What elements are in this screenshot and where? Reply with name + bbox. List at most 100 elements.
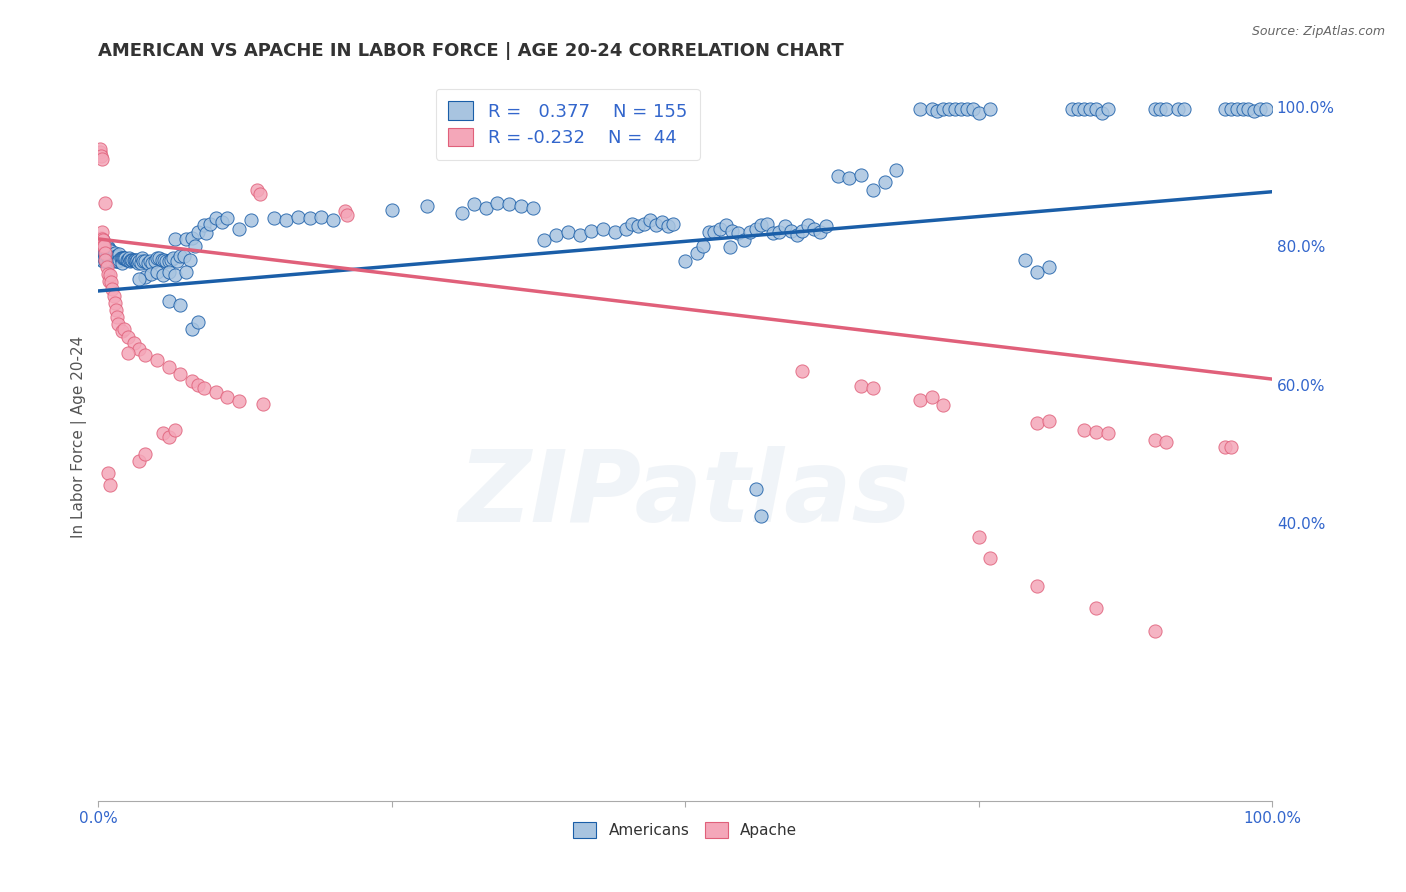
Point [103,252,125,267]
Point [104,302,127,317]
Point [1219,440,1241,454]
Point [125,252,148,267]
Point [187,377,209,392]
Point [779,224,801,238]
Point [169,298,191,312]
Point [979,551,1001,566]
Point [152,268,174,282]
Point [105,310,128,324]
Point [486,195,509,210]
Point [181,374,204,388]
Point [773,219,796,234]
Point [100,244,122,258]
Point [651,214,673,228]
Point [90,232,112,246]
Point [827,169,849,184]
Point [100,275,122,289]
Point [718,240,741,254]
Point [146,251,169,265]
Point [603,225,626,239]
Point [89,142,111,156]
Point [1091,105,1114,120]
Point [311,210,333,224]
Point [239,212,262,227]
Point [838,170,860,185]
Point [134,254,156,268]
Point [1143,102,1166,116]
Point [141,267,163,281]
Point [557,225,579,239]
Point [1026,416,1049,430]
Point [157,254,180,268]
Point [1156,434,1178,449]
Point [163,268,186,282]
Point [1243,103,1265,118]
Point [533,233,555,247]
Point [967,105,990,120]
Point [90,239,112,253]
Point [938,102,960,116]
Point [263,211,285,226]
Point [150,252,173,267]
Point [703,225,725,239]
Point [287,210,309,224]
Point [97,253,120,268]
Point [1167,102,1189,116]
Point [1084,425,1107,439]
Point [128,272,150,286]
Point [814,219,837,234]
Point [100,249,122,263]
Point [217,390,239,404]
Point [97,243,120,257]
Point [101,249,124,263]
Point [638,212,661,227]
Point [127,256,149,270]
Point [129,256,152,270]
Point [943,102,966,116]
Legend: Americans, Apache: Americans, Apache [567,816,803,844]
Point [1014,252,1036,267]
Point [509,199,531,213]
Point [90,249,112,263]
Point [112,252,135,266]
Point [96,252,118,266]
Point [1173,102,1195,116]
Point [1219,102,1241,116]
Point [886,162,908,177]
Point [91,233,114,247]
Point [94,195,117,210]
Point [932,102,955,116]
Point [193,381,215,395]
Point [657,219,679,234]
Point [1156,102,1178,116]
Point [153,252,176,267]
Point [786,227,808,242]
Point [146,353,169,368]
Point [163,423,186,437]
Point [90,244,112,259]
Point [768,225,790,239]
Point [117,252,139,267]
Point [1067,102,1090,116]
Point [124,252,146,267]
Point [107,254,129,268]
Point [252,397,274,411]
Point [108,252,131,267]
Point [1038,260,1060,274]
Point [93,239,115,253]
Text: AMERICAN VS APACHE IN LABOR FORCE | AGE 20-24 CORRELATION CHART: AMERICAN VS APACHE IN LABOR FORCE | AGE … [98,42,844,60]
Point [921,102,943,116]
Point [98,247,121,261]
Y-axis label: In Labor Force | Age 20-24: In Labor Force | Age 20-24 [72,335,87,538]
Point [592,221,614,235]
Point [808,225,831,239]
Point [166,254,188,268]
Point [110,252,132,266]
Point [111,251,134,265]
Point [163,232,186,246]
Point [727,227,749,241]
Point [105,249,128,263]
Point [849,168,872,182]
Point [121,252,143,267]
Point [298,211,321,226]
